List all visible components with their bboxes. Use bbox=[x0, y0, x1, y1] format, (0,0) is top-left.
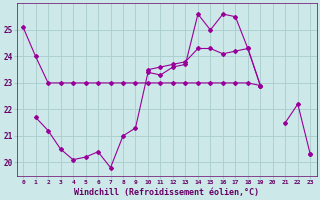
X-axis label: Windchill (Refroidissement éolien,°C): Windchill (Refroidissement éolien,°C) bbox=[74, 188, 259, 197]
